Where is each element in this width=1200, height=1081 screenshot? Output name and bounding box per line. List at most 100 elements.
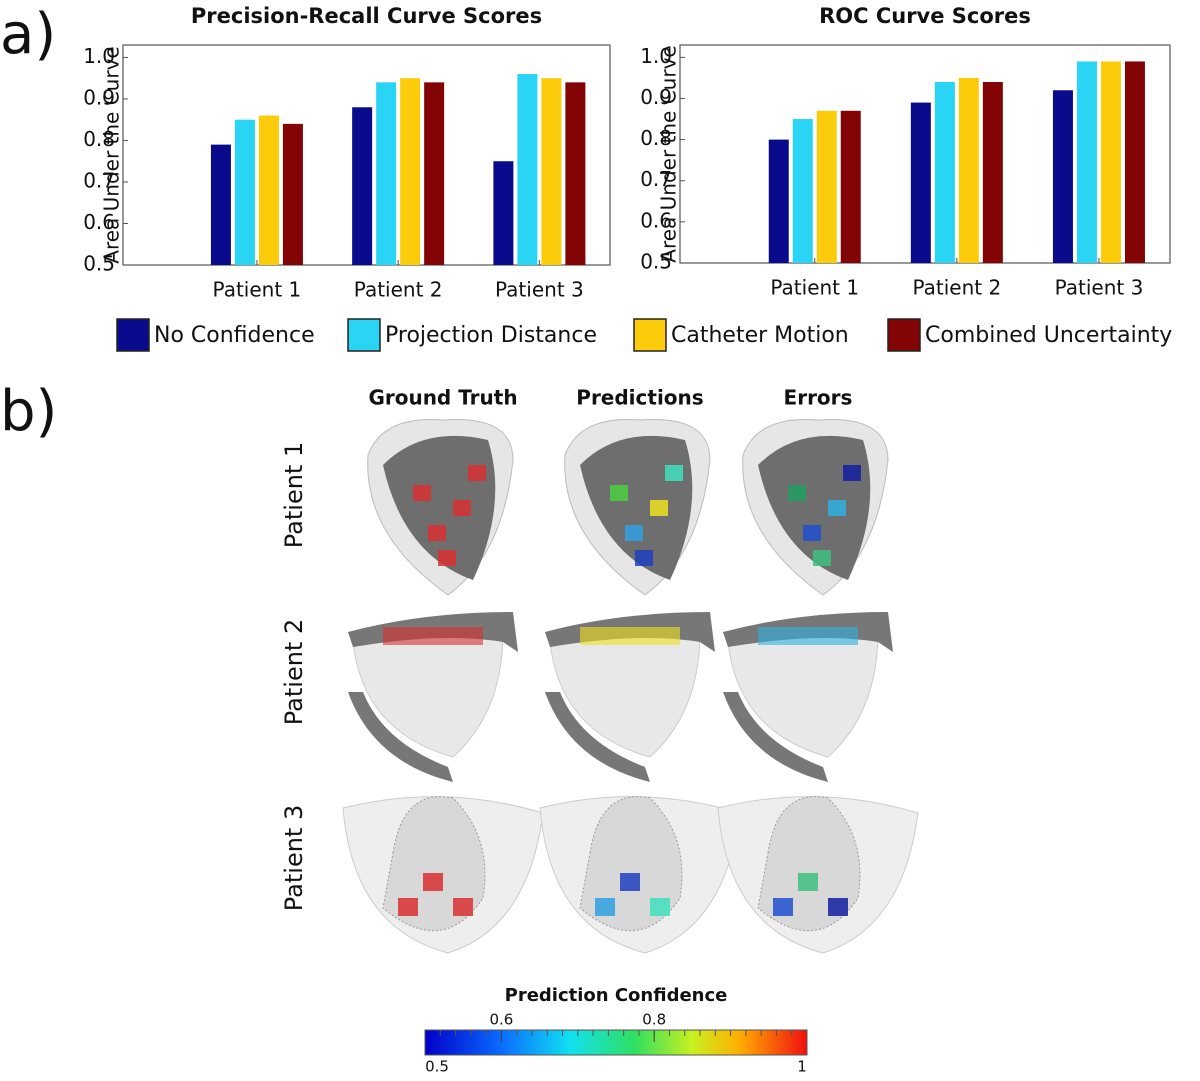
bar (234, 119, 255, 265)
heart-patch (758, 627, 858, 645)
heart-patch (798, 873, 818, 891)
y-tick-label: 0.7 (640, 167, 672, 191)
heart-surface (580, 435, 693, 580)
heart-patch (438, 550, 456, 566)
heart-patch (398, 898, 418, 916)
heart-patch (620, 873, 640, 891)
column-header: Ground Truth (368, 386, 517, 410)
colorbar-end-label: 0.5 (425, 1058, 449, 1076)
bar (400, 78, 421, 265)
y-axis-label: Area Under the Curve (100, 46, 124, 263)
colorbar-title: Prediction Confidence (505, 985, 728, 1006)
bar (1052, 90, 1073, 263)
y-axis-label: Area Under the Curve (657, 45, 681, 262)
legend-swatch (633, 318, 667, 352)
heart-patch (803, 525, 821, 541)
legend-swatch (116, 318, 150, 352)
heart-patch (650, 898, 670, 916)
chart-title: Precision-Recall Curve Scores (191, 4, 542, 28)
heart-patch (665, 465, 683, 481)
legend-label: Combined Uncertainty (925, 323, 1172, 348)
y-tick-label: 0.9 (83, 85, 115, 109)
heart-surface (383, 435, 496, 580)
colorbar (424, 1029, 808, 1056)
heart-patch (828, 898, 848, 916)
bar (910, 102, 931, 264)
legend-label: Catheter Motion (671, 323, 849, 348)
panel-label: a) (0, 2, 56, 67)
x-tick-label: Patient 1 (770, 276, 859, 300)
bar (282, 123, 303, 266)
row-label: Patient 1 (280, 442, 308, 548)
bar (352, 107, 373, 265)
heart-patch (635, 550, 653, 566)
y-tick-label: 0.9 (640, 85, 672, 109)
bar (376, 82, 397, 265)
heart-patch (453, 500, 471, 516)
bar (768, 139, 789, 263)
heart-surface (758, 435, 871, 580)
column-header: Errors (784, 386, 853, 410)
heart-patch (468, 465, 486, 481)
y-tick-label: 0.5 (640, 250, 672, 274)
bar (493, 161, 514, 265)
bar (424, 82, 445, 265)
y-tick-label: 0.8 (640, 126, 672, 150)
heart-patch (580, 627, 680, 645)
bar (934, 82, 955, 264)
bar (565, 82, 586, 265)
bar (1076, 61, 1097, 263)
bar (517, 74, 538, 265)
chart-title: ROC Curve Scores (819, 4, 1031, 28)
heart-patch (813, 550, 831, 566)
y-tick-label: 0.6 (83, 210, 115, 234)
heart-patch (843, 465, 861, 481)
bar (792, 119, 813, 263)
bar (982, 82, 1003, 264)
bar (1100, 61, 1121, 263)
x-tick-label: Patient 2 (912, 276, 1001, 300)
heart-patch (610, 485, 628, 501)
x-tick-label: Patient 3 (1055, 276, 1144, 300)
heart-patch (428, 525, 446, 541)
y-tick-label: 1.0 (83, 44, 115, 68)
colorbar-tick-label: 0.8 (642, 1011, 666, 1029)
heart-mesh (579, 796, 683, 932)
heart-renderings (342, 418, 919, 954)
heart-patch (423, 873, 443, 891)
heart-surface (348, 692, 453, 782)
bar (840, 110, 861, 264)
bar (816, 110, 837, 264)
bar (210, 144, 231, 265)
row-label: Patient 3 (280, 805, 308, 911)
legend-swatch (887, 318, 921, 352)
heart-patch (595, 898, 615, 916)
y-tick-label: 1.0 (640, 44, 672, 68)
colorbar-tick-label: 0.6 (489, 1011, 513, 1029)
heart-mesh (382, 796, 486, 932)
heart-patch (413, 485, 431, 501)
x-tick-label: Patient 2 (354, 278, 443, 302)
heart-patch (828, 500, 846, 516)
bar (958, 77, 979, 263)
colorbar-end-label: 1 (797, 1058, 807, 1076)
bar (541, 78, 562, 265)
legend-label: Projection Distance (385, 323, 597, 348)
bar (258, 115, 279, 265)
bar (1124, 61, 1145, 263)
y-tick-label: 0.5 (83, 252, 115, 276)
heart-surface (545, 692, 650, 782)
heart-mesh (757, 796, 861, 932)
y-tick-label: 0.8 (83, 127, 115, 151)
y-tick-label: 0.7 (83, 168, 115, 192)
row-label: Patient 2 (280, 619, 308, 725)
heart-patch (383, 627, 483, 645)
y-tick-label: 0.6 (640, 208, 672, 232)
legend-swatch (347, 318, 381, 352)
heart-patch (453, 898, 473, 916)
heart-patch (650, 500, 668, 516)
panel-label: b) (0, 379, 57, 444)
column-header: Predictions (576, 386, 703, 410)
x-tick-label: Patient 1 (213, 278, 302, 302)
